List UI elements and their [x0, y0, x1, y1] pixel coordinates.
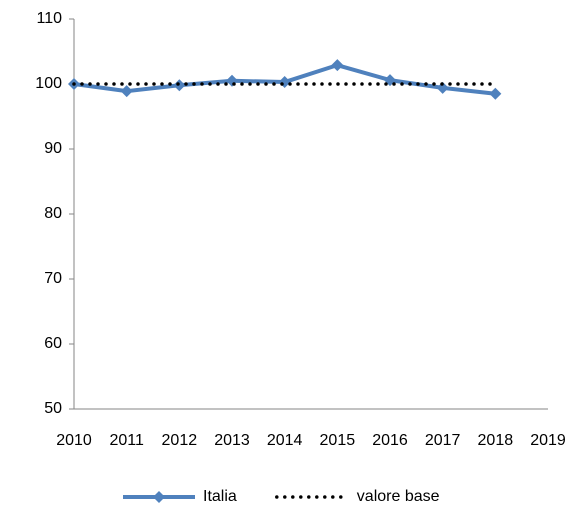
- y-tick-label: 80: [44, 205, 62, 222]
- y-tick-label: 100: [35, 75, 62, 92]
- x-tick-label: 2014: [267, 432, 303, 449]
- data-point: [278, 76, 291, 89]
- x-tick-label: 2017: [425, 432, 461, 449]
- y-tick-label: 60: [44, 335, 62, 352]
- data-point: [226, 74, 238, 87]
- x-tick-label: 2011: [109, 432, 144, 449]
- data-point: [436, 81, 449, 94]
- legend-label: valore base: [357, 488, 440, 505]
- x-tick-label: 2018: [478, 432, 514, 449]
- x-tick-label: 2015: [320, 432, 356, 449]
- y-tick-label: 110: [36, 10, 62, 27]
- x-tick-label: 2010: [56, 432, 92, 449]
- data-point: [120, 85, 133, 98]
- y-tick-label: 50: [44, 400, 62, 417]
- legend-marker: [153, 491, 165, 503]
- x-tick-label: 2013: [214, 432, 250, 449]
- y-tick-label: 70: [44, 270, 62, 287]
- data-point: [173, 79, 186, 92]
- x-tick-label: 2019: [530, 432, 566, 449]
- y-tick-label: 90: [44, 140, 62, 157]
- data-point: [331, 59, 344, 72]
- x-tick-label: 2012: [162, 432, 198, 449]
- x-tick-label: 2016: [372, 432, 408, 449]
- legend-label: Italia: [203, 488, 237, 505]
- data-point: [489, 87, 502, 100]
